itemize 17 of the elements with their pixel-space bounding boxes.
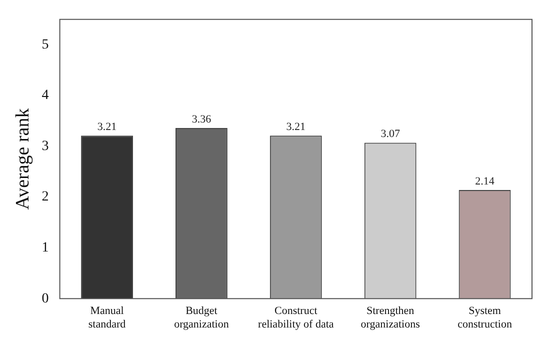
data-label: 3.21: [97, 121, 117, 134]
y-tick-label: 5: [42, 37, 49, 52]
x-tick-label: System construction: [458, 305, 512, 330]
data-label: 3.07: [380, 128, 400, 140]
y-tick-label: 4: [42, 88, 49, 104]
data-label: 2.14: [475, 175, 495, 188]
y-tick-label: 2: [42, 190, 49, 205]
data-label: 3.36: [192, 113, 212, 126]
y-tick-label: 3: [42, 138, 49, 154]
x-tick-label: Construct reliability of data: [258, 305, 334, 330]
x-tick-label: Manual standard: [88, 305, 126, 330]
data-label: 3.21: [286, 121, 306, 134]
y-tick-label: 1: [42, 240, 49, 256]
x-tick-label: Budget organization: [174, 305, 230, 330]
x-tick-label: Strengthen organizations: [360, 305, 420, 330]
y-axis-title: Average rank: [12, 108, 34, 210]
y-tick-label: 0: [42, 291, 49, 306]
